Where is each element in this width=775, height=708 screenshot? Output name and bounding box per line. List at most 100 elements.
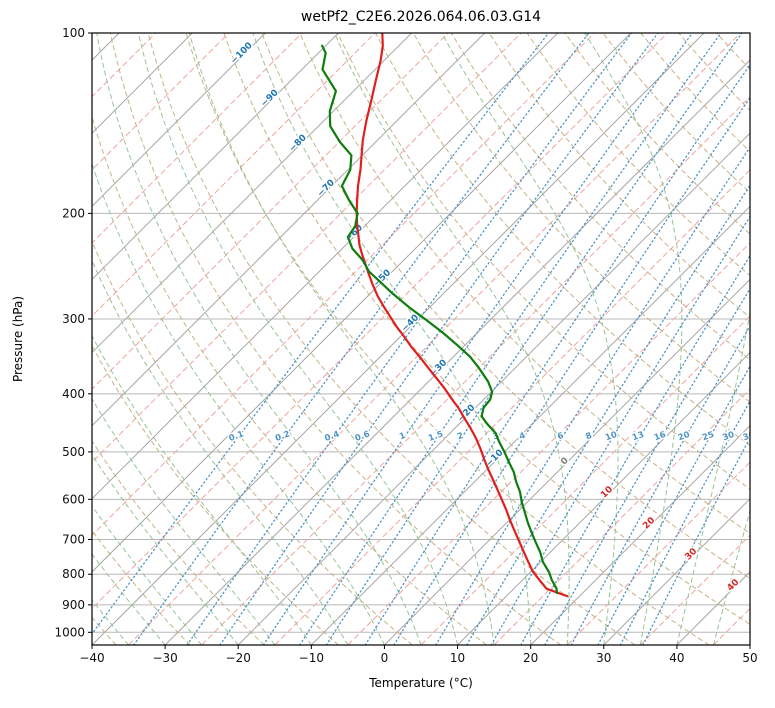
y-tick-label: 100	[62, 26, 85, 40]
x-tick-label: −40	[79, 651, 104, 665]
isotherm-label-cold: −70	[316, 178, 337, 199]
isotherm-dashed-line	[92, 33, 303, 244]
y-tick-label: 500	[62, 445, 85, 459]
moist-adiabat-line	[92, 162, 385, 645]
moist-adiabat-line	[441, 33, 619, 645]
moist-adiabat-line	[92, 334, 312, 645]
dry-adiabat-line	[185, 33, 710, 645]
isotherm-dashed-line	[639, 534, 750, 645]
mixing-ratio-line	[299, 33, 722, 645]
mixing-ratio-line	[570, 324, 750, 645]
isotherm-dashed-line	[92, 33, 522, 463]
x-axis-label: Temperature (°C)	[369, 676, 473, 690]
x-tick-label: 20	[523, 651, 538, 665]
x-tick-label: −10	[299, 651, 324, 665]
mixing-ratio-line	[133, 33, 590, 645]
dry-adiabat-line	[526, 33, 750, 277]
moist-adiabat-line	[92, 259, 349, 645]
x-tick-label: 50	[742, 651, 757, 665]
isotherm-line	[310, 205, 750, 645]
mixing-ratio-label: 2	[456, 431, 465, 442]
mixing-ratio-line	[393, 96, 750, 645]
isotherm-dashed-line	[420, 315, 750, 645]
moist-adiabat-line	[712, 509, 750, 645]
moist-adiabat-line	[584, 33, 683, 645]
isotherm-line	[164, 59, 750, 645]
isotherm-label-warm: 20	[641, 516, 657, 532]
moist-adiabat-line	[334, 33, 570, 645]
isotherm-label-warm: 40	[726, 578, 742, 594]
isotherm-line	[92, 33, 705, 645]
mixing-ratio-line	[364, 63, 750, 645]
isotherm-line	[603, 498, 750, 645]
y-tick-label: 700	[62, 532, 85, 546]
dry-adiabat-line	[147, 33, 636, 645]
mixing-ratio-line	[186, 33, 633, 645]
plot-area: −100−90−80−70−60−50−40−30−20−10 010203040…	[92, 33, 757, 645]
isotherm-line	[749, 644, 750, 645]
isotherm-line	[92, 33, 412, 354]
isotherm-line	[92, 33, 339, 281]
isotherm-line	[457, 351, 750, 645]
isotherm-dashed-line	[92, 33, 230, 171]
mixing-ratio-label: 36	[742, 430, 757, 443]
dry-adiabat-line	[299, 33, 750, 534]
isotherm-dashed-line	[274, 169, 750, 645]
isotherm-dashed-line	[201, 95, 750, 645]
y-tick-label: 900	[62, 598, 85, 612]
isotherm-label-cold: −90	[259, 88, 280, 109]
dry-adiabat-line	[92, 440, 265, 645]
mixing-ratio-line	[219, 33, 659, 645]
x-tick-label: 40	[669, 651, 684, 665]
dry-adiabat-line	[92, 345, 339, 645]
dry-adiabat-line	[261, 33, 750, 580]
mixing-ratio-line	[544, 287, 750, 645]
y-tick-label: 200	[62, 206, 85, 220]
isotherm-label-warm: 10	[599, 485, 615, 501]
isotherm-dashed-line	[493, 388, 750, 645]
mixing-ratio-line	[490, 215, 750, 645]
mixing-ratio-label: 13	[631, 430, 646, 443]
dry-adiabat-line	[375, 33, 750, 446]
isotherm-line	[92, 33, 632, 573]
mixing-ratio-label: 0.4	[323, 429, 341, 444]
mixing-ratio-label: 4	[518, 431, 527, 442]
dry-adiabat-line	[564, 33, 750, 235]
dry-adiabat-line	[92, 529, 191, 645]
isotherm-dashed-line	[347, 242, 750, 645]
x-tick-label: 0	[381, 651, 389, 665]
y-tick-label: 1000	[54, 625, 85, 639]
mixing-ratio-label: 10	[604, 430, 619, 443]
mixing-ratio-line	[92, 33, 550, 636]
isotherm-label-cold: −40	[400, 313, 421, 334]
dewpoint-curve	[321, 44, 559, 595]
isotherm-label-warm: 30	[683, 547, 699, 563]
dry-adiabat-line	[413, 33, 750, 403]
isotherm-line	[384, 278, 750, 645]
mixing-ratio-label: 6	[556, 431, 565, 442]
y-axis-label: Pressure (hPa)	[11, 295, 25, 383]
isotherm-dashed-line	[92, 33, 376, 317]
plot-frame	[91, 32, 751, 646]
mixing-ratio-label: 25	[701, 430, 716, 443]
moist-adiabat-line	[92, 397, 276, 645]
dry-adiabat-line	[337, 33, 750, 490]
isotherm-dashed-line	[92, 33, 595, 537]
isotherm-line	[92, 33, 559, 500]
isotherm-label-cold: −30	[428, 358, 449, 379]
isotherm-dashed-line	[92, 33, 449, 390]
mixing-ratio-line	[520, 254, 750, 645]
isotherm-line	[92, 33, 193, 134]
isotherm-dashed-line	[92, 33, 668, 610]
moist-adiabat-line	[676, 33, 750, 645]
isotherm-label-cold: −100	[229, 41, 255, 67]
isotherm-line	[530, 424, 750, 645]
isotherm-line	[92, 33, 486, 427]
x-tick-label: −20	[226, 651, 251, 665]
y-tick-label: 600	[62, 492, 85, 506]
mixing-ratio-line	[262, 33, 694, 645]
x-tick-label: 30	[596, 651, 611, 665]
mixing-ratio-line	[435, 146, 750, 645]
